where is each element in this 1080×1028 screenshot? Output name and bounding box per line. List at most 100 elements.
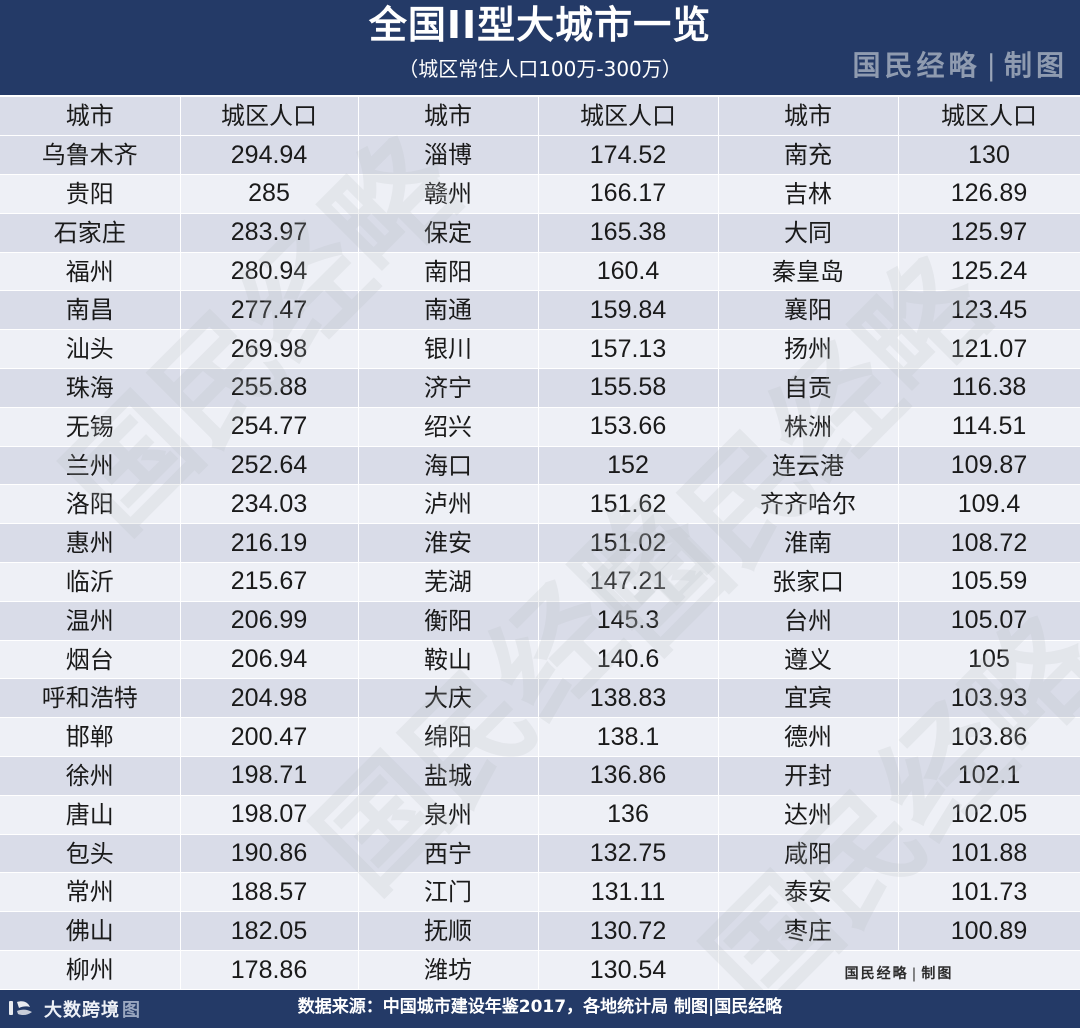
table-row: 佛山 182.05 抚顺 130.72 枣庄 100.89	[0, 911, 1080, 952]
header-city-3: 城市	[718, 97, 899, 137]
population-cell: 198.71	[180, 756, 359, 796]
city-cell: 乌鲁木齐	[0, 135, 181, 176]
city-cell: 呼和浩特	[0, 678, 181, 719]
population-cell: 255.88	[180, 368, 359, 408]
population-cell: 123.45	[898, 290, 1080, 331]
city-cell: 张家口	[718, 562, 899, 602]
population-cell: 294.94	[180, 135, 359, 176]
header: 全国II型大城市一览 （城区常住人口100万-300万） 国民经略 | 制图	[0, 0, 1080, 95]
brand-name: 国民经略	[852, 49, 981, 82]
population-cell: 157.13	[538, 329, 719, 370]
table-row: 石家庄 283.97 保定 165.38 大同 125.97	[0, 213, 1080, 253]
table-stamp-separator: |	[911, 966, 919, 983]
city-cell: 南阳	[358, 252, 539, 292]
city-cell: 南通	[358, 290, 539, 331]
footer-ghost-text: 图	[122, 1000, 140, 1021]
table-row: 呼和浩特 204.98 大庆 138.83 宜宾 103.93	[0, 678, 1080, 719]
population-cell: 108.72	[898, 523, 1080, 564]
table-row: 南昌 277.47 南通 159.84 襄阳 123.45	[0, 290, 1080, 331]
population-cell: 126.89	[898, 174, 1080, 214]
population-cell: 130	[898, 135, 1080, 176]
population-cell: 138.83	[538, 678, 719, 719]
city-cell: 襄阳	[718, 290, 899, 331]
population-cell: 190.86	[180, 834, 359, 874]
population-table: 城市 城区人口 城市 城区人口 城市 城区人口 乌鲁木齐 294.94 淄博 174.…	[0, 97, 1080, 990]
city-cell: 淮南	[718, 523, 899, 564]
population-cell: 116.38	[898, 368, 1080, 408]
population-cell: 174.52	[538, 135, 719, 176]
population-cell: 159.84	[538, 290, 719, 331]
table-stamp-label: 制图	[921, 966, 954, 983]
city-cell: 芜湖	[358, 562, 539, 602]
table-row: 无锡 254.77 绍兴 153.66 株洲 114.51	[0, 407, 1080, 447]
city-cell: 烟台	[0, 640, 181, 680]
population-cell: 125.97	[898, 213, 1080, 253]
city-cell: 淮安	[358, 523, 539, 564]
city-cell: 绵阳	[358, 717, 539, 758]
city-cell: 温州	[0, 601, 181, 641]
population-cell: 132.75	[538, 834, 719, 874]
page-subtitle: （城区常住人口100万-300万）	[398, 57, 682, 81]
population-cell: 102.05	[898, 795, 1080, 835]
city-cell: 自贡	[718, 368, 899, 408]
population-cell: 152	[538, 446, 719, 486]
population-cell: 105.59	[898, 562, 1080, 602]
city-cell: 海口	[358, 446, 539, 486]
city-cell: 赣州	[358, 174, 539, 214]
city-cell: 福州	[0, 252, 181, 292]
city-cell: 西宁	[358, 834, 539, 874]
population-cell: 153.66	[538, 407, 719, 447]
city-cell: 衡阳	[358, 601, 539, 641]
population-cell: 283.97	[180, 213, 359, 253]
header-population-2: 城区人口	[538, 97, 719, 137]
population-cell: 280.94	[180, 252, 359, 292]
table-row: 惠州 216.19 淮安 151.02 淮南 108.72	[0, 523, 1080, 564]
city-cell: 大庆	[358, 678, 539, 719]
population-cell: 166.17	[538, 174, 719, 214]
city-cell: 大同	[718, 213, 899, 253]
population-cell: 101.73	[898, 872, 1080, 913]
population-cell: 130.72	[538, 911, 719, 952]
population-cell: 103.93	[898, 678, 1080, 719]
population-cell: 125.24	[898, 252, 1080, 292]
table-header-row: 城市 城区人口 城市 城区人口 城市 城区人口	[0, 97, 1080, 137]
table-row: 唐山 198.07 泉州 136 达州 102.05	[0, 795, 1080, 835]
city-cell: 兰州	[0, 446, 181, 486]
population-cell: 277.47	[180, 290, 359, 331]
brand-separator: |	[986, 49, 1000, 82]
city-cell: 惠州	[0, 523, 181, 564]
population-cell: 234.03	[180, 484, 359, 525]
population-cell: 285	[180, 174, 359, 214]
city-cell: 南昌	[0, 290, 181, 331]
city-cell: 汕头	[0, 329, 181, 370]
table-row: 福州 280.94 南阳 160.4 秦皇岛 125.24	[0, 252, 1080, 292]
population-cell: 140.6	[538, 640, 719, 680]
population-cell: 100.89	[898, 911, 1080, 952]
city-cell: 洛阳	[0, 484, 181, 525]
population-cell: 105	[898, 640, 1080, 680]
table-row: 常州 188.57 江门 131.11 泰安 101.73	[0, 872, 1080, 913]
city-cell: 遵义	[718, 640, 899, 680]
population-cell: 114.51	[898, 407, 1080, 447]
data-source-note: 数据来源：中国城市建设年鉴2017，各地统计局 制图|国民经略	[297, 997, 783, 1017]
city-cell: 连云港	[718, 446, 899, 486]
header-population-1: 城区人口	[180, 97, 359, 137]
table-row: 烟台 206.94 鞍山 140.6 遵义 105	[0, 640, 1080, 680]
crossborder-logo-text: 大数跨境	[44, 1000, 120, 1021]
city-cell: 珠海	[0, 368, 181, 408]
city-cell: 临沂	[0, 562, 181, 602]
table-container: 城市 城区人口 城市 城区人口 城市 城区人口 乌鲁木齐 294.94 淄博 174.…	[0, 97, 1080, 990]
city-cell: 南充	[718, 135, 899, 176]
page-title: 全国II型大城市一览	[368, 3, 712, 47]
table-row: 临沂 215.67 芜湖 147.21 张家口 105.59	[0, 562, 1080, 602]
population-cell: 216.19	[180, 523, 359, 564]
population-cell: 182.05	[180, 911, 359, 952]
population-cell: 102.1	[898, 756, 1080, 796]
table-stamp-name: 国民经略	[844, 966, 909, 983]
city-cell: 株洲	[718, 407, 899, 447]
city-cell: 宜宾	[718, 678, 899, 719]
city-cell: 绍兴	[358, 407, 539, 447]
table-stamp: 国民经略 | 制图	[845, 967, 954, 981]
city-cell: 抚顺	[358, 911, 539, 952]
